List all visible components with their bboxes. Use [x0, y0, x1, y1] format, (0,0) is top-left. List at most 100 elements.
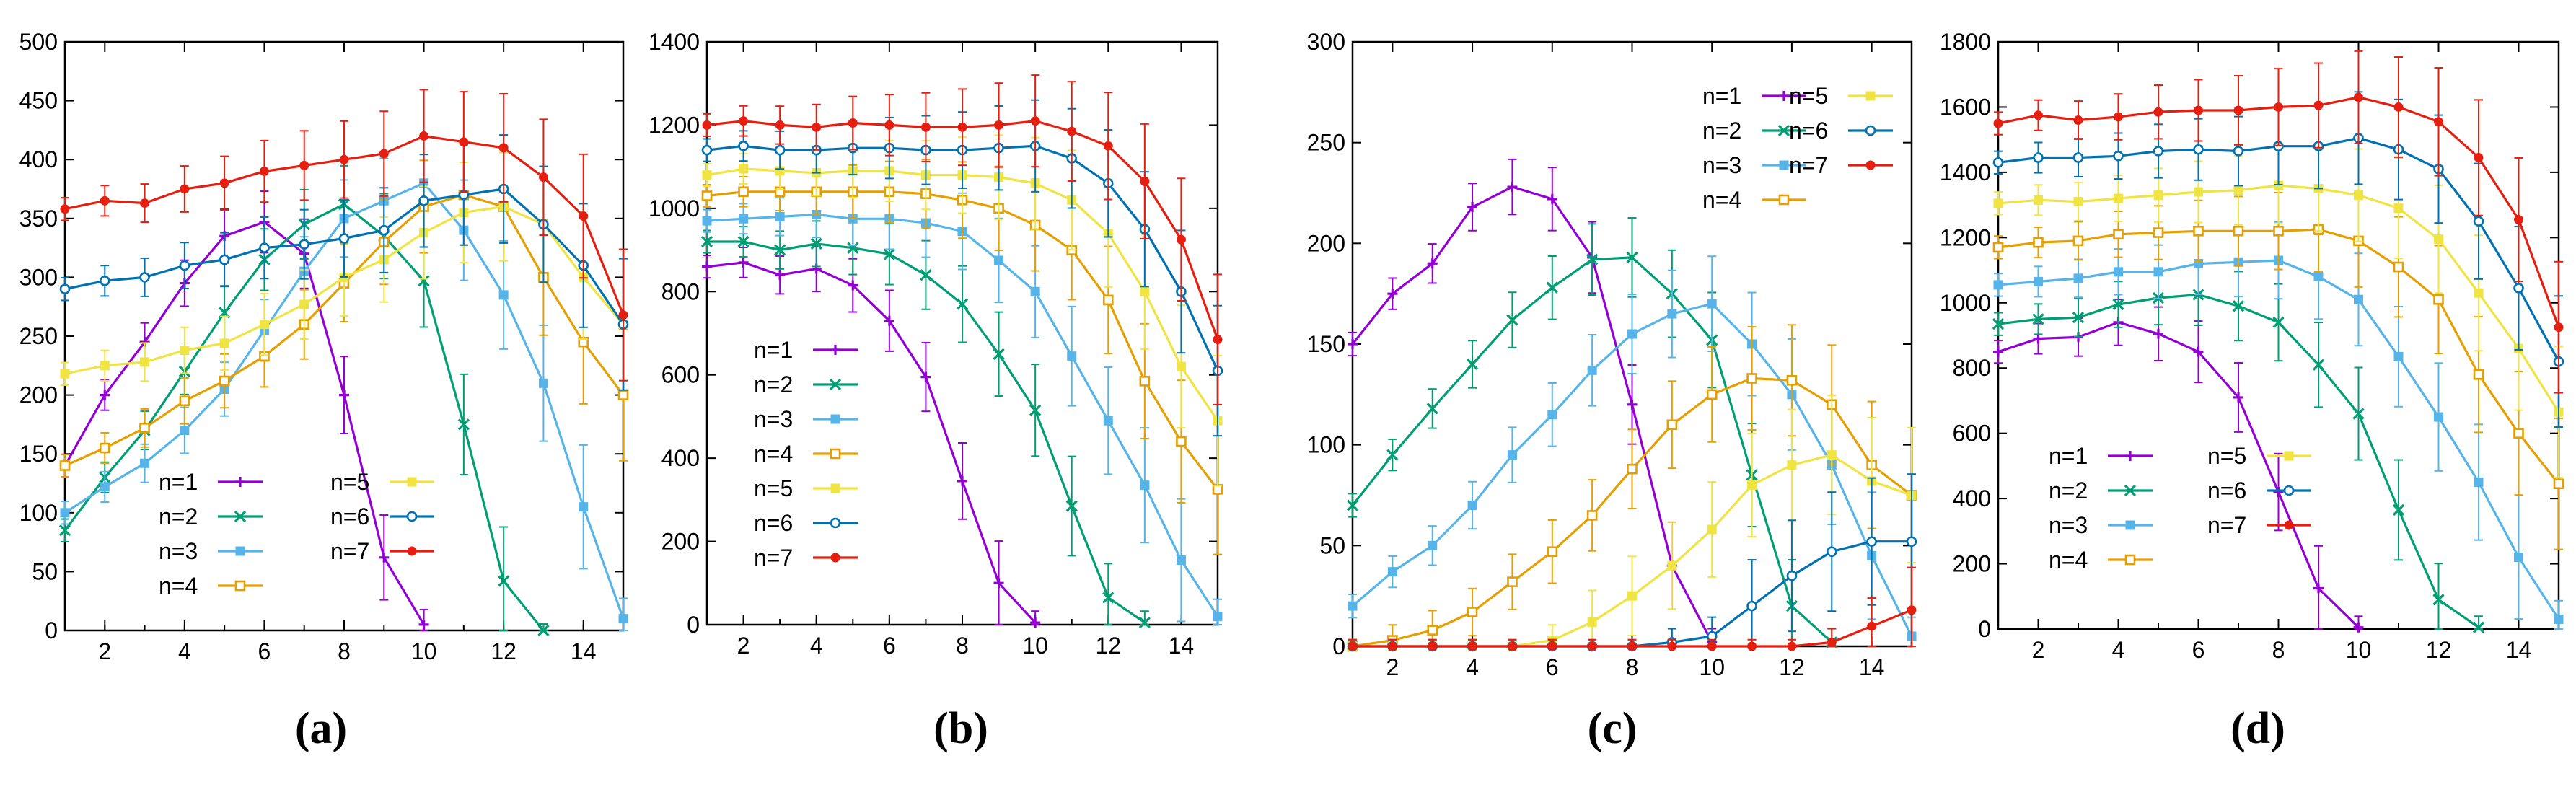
- data-point: [2434, 412, 2443, 422]
- data-point: [498, 143, 509, 153]
- data-point: [2073, 115, 2083, 126]
- data-point: [920, 122, 931, 132]
- data-point: [100, 361, 110, 371]
- data-point: [457, 418, 470, 431]
- panel-c-caption: (c): [1587, 704, 1638, 753]
- data-point: [219, 178, 229, 188]
- data-point: [1547, 410, 1557, 420]
- data-point: [810, 237, 822, 250]
- data-point: [1993, 118, 2003, 128]
- legend-marker: [1865, 160, 1876, 170]
- data-point: [498, 290, 509, 300]
- y-tick-label: 1200: [1940, 224, 1991, 250]
- x-tick-label: 2: [1386, 654, 1399, 680]
- data-point: [99, 275, 110, 286]
- y-tick-label: 1600: [1940, 94, 1991, 120]
- panel-d-caption: (d): [2230, 704, 2285, 753]
- data-point: [418, 619, 429, 630]
- data-point: [2033, 237, 2044, 248]
- data-point: [774, 144, 786, 156]
- legend-label: n=1: [159, 469, 198, 495]
- data-point: [1467, 202, 1478, 213]
- data-point: [100, 482, 110, 492]
- data-point: [848, 280, 858, 291]
- data-point: [418, 275, 430, 287]
- data-point: [2153, 267, 2163, 277]
- data-point: [2354, 92, 2363, 102]
- data-point: [1387, 567, 1397, 577]
- data-point: [702, 261, 712, 272]
- data-point: [1866, 536, 1877, 548]
- y-tick-label: 150: [19, 441, 58, 467]
- legend-marker: [830, 553, 840, 563]
- data-point: [1176, 361, 1186, 371]
- data-point: [1067, 351, 1077, 361]
- y-tick-label: 0: [687, 612, 700, 638]
- data-point: [2032, 313, 2044, 325]
- data-point: [1387, 641, 1397, 651]
- data-point: [2033, 333, 2044, 344]
- data-point: [920, 269, 932, 281]
- data-point: [1507, 576, 1518, 587]
- data-point: [1213, 335, 1223, 345]
- data-point: [1030, 286, 1040, 296]
- data-point: [2312, 359, 2325, 371]
- data-point: [2393, 203, 2404, 214]
- data-point: [2153, 146, 2164, 157]
- data-point: [2434, 234, 2443, 245]
- y-tick-label: 250: [19, 323, 58, 349]
- data-point: [1428, 540, 1438, 550]
- x-tick-label: 14: [1859, 654, 1885, 680]
- data-point: [219, 338, 229, 348]
- data-point: [618, 310, 628, 320]
- data-point: [378, 224, 390, 236]
- data-point: [1666, 419, 1678, 431]
- data-point: [1667, 560, 1677, 571]
- data-point: [1586, 253, 1599, 265]
- data-point: [1993, 198, 2003, 208]
- legend-marker: [1865, 125, 1876, 136]
- y-tick-label: 0: [1332, 633, 1345, 659]
- x-tick-label: 12: [1095, 633, 1121, 659]
- x-tick-label: 6: [883, 633, 896, 659]
- data-point: [617, 390, 629, 400]
- y-tick-label: 600: [661, 362, 700, 388]
- data-point: [538, 172, 548, 183]
- legend-label: n=1: [2049, 443, 2088, 469]
- legend-label: n=5: [1789, 83, 1828, 109]
- data-point: [1467, 641, 1477, 651]
- data-point: [2233, 105, 2243, 115]
- data-point: [1140, 286, 1150, 296]
- data-point: [1747, 480, 1757, 491]
- legend-label: n=6: [2207, 478, 2246, 504]
- legend-label: n=5: [2207, 443, 2246, 469]
- legend-marker: [406, 511, 418, 522]
- data-point: [1427, 258, 1438, 269]
- data-point: [2272, 316, 2285, 329]
- data-point: [1707, 524, 1717, 535]
- data-point: [1466, 358, 1479, 371]
- data-point: [2313, 100, 2324, 110]
- y-tick-label: 800: [1953, 355, 1991, 381]
- data-point: [2553, 478, 2564, 490]
- x-tick-label: 14: [1169, 633, 1195, 659]
- data-point: [1102, 294, 1114, 306]
- data-point: [179, 395, 190, 407]
- data-point: [2354, 294, 2363, 304]
- data-point: [2434, 117, 2443, 127]
- data-point: [100, 390, 110, 400]
- legend-label: n=1: [754, 337, 793, 363]
- y-tick-label: 400: [19, 146, 58, 172]
- x-tick-label: 14: [571, 638, 597, 664]
- data-point: [1348, 339, 1358, 349]
- data-point: [1667, 309, 1677, 319]
- data-point: [1993, 280, 2003, 290]
- y-tick-label: 200: [19, 382, 58, 408]
- data-point: [379, 149, 389, 159]
- legend-label: n=2: [2049, 478, 2088, 504]
- series-n7: [60, 89, 628, 382]
- data-point: [994, 255, 1004, 265]
- y-tick-label: 400: [1953, 485, 1991, 511]
- y-tick-label: 600: [1953, 421, 1991, 447]
